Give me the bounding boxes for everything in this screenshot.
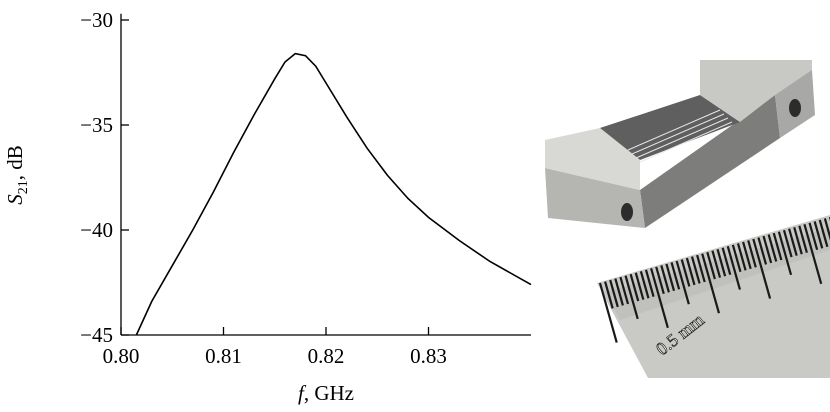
ruler-tick [767, 234, 778, 262]
ruler-tick [619, 276, 630, 305]
ruler-tick [680, 259, 691, 287]
ruler-tick [690, 256, 701, 284]
ruler-tick [701, 253, 721, 314]
ruler-tick [736, 243, 747, 271]
ruler-tick [762, 235, 773, 264]
sensor-lines [627, 109, 733, 163]
sensor-line [631, 113, 725, 155]
ruler-tick [660, 265, 670, 293]
sensor-line [627, 109, 721, 151]
ruler-tick [629, 273, 640, 302]
y-axis-label: S21, dB [3, 145, 31, 205]
ruler-tick [818, 219, 829, 248]
ruler-tick [798, 225, 808, 253]
ruler-tick [624, 275, 639, 320]
ruler-tick [823, 218, 830, 241]
ruler-tick [670, 262, 681, 290]
ruler-tick [742, 241, 752, 270]
block-end-top [700, 60, 812, 122]
block-left-top [545, 128, 640, 190]
y-tick-label: −30 [80, 8, 113, 32]
ruler-tick [711, 250, 722, 278]
ruler-tick [793, 226, 803, 255]
ruler-ticks [598, 217, 830, 343]
ruler-tick [716, 248, 727, 277]
ruler-tick [803, 224, 823, 285]
y-label-symbol: S [3, 194, 27, 205]
ruler-tick [655, 266, 665, 295]
x-tick-label: 0.80 [103, 344, 140, 368]
y-tick-label: −35 [80, 113, 113, 137]
ruler-tick [614, 278, 624, 306]
ruler-tick [609, 279, 619, 308]
curve [135, 52, 532, 336]
ruler-tick [639, 270, 650, 299]
x-axis-label: f, GHz [298, 381, 354, 405]
ruler-tick [808, 222, 819, 251]
ruler-tick [772, 232, 783, 261]
block-left-face [545, 168, 645, 228]
ruler-tick [731, 244, 742, 273]
ruler-tick [598, 282, 618, 343]
ruler-tick [782, 229, 793, 258]
block-sensor [600, 95, 740, 160]
ruler-tick [675, 260, 690, 305]
ruler-tick [644, 269, 655, 297]
ruler-tick [634, 272, 645, 300]
y-tick-label: −40 [80, 218, 113, 242]
block-hole [789, 99, 801, 117]
ruler-tick [685, 257, 696, 286]
block-hole [621, 203, 633, 221]
x-tick-label: 0.83 [410, 344, 447, 368]
x-tick-label: 0.81 [205, 344, 242, 368]
ruler-tick [813, 221, 824, 249]
ruler-tick [706, 251, 716, 280]
ruler-tick [788, 228, 798, 256]
x-tick-label: 0.82 [308, 344, 345, 368]
photo: 0.5 mm [530, 40, 830, 412]
ruler-tick [726, 246, 741, 290]
ruler-tick [650, 268, 669, 329]
block-front [640, 95, 780, 228]
ruler-tick [747, 240, 757, 268]
ruler-tick [665, 263, 676, 292]
y-tick-label: −45 [80, 323, 113, 347]
ruler-tick [604, 281, 614, 309]
x-label-symbol: f [298, 381, 307, 405]
ruler-tick [757, 237, 768, 265]
sensor-line [639, 121, 733, 163]
sensor-line [635, 117, 729, 159]
ruler-tick [721, 247, 732, 275]
ruler-tick [777, 231, 793, 276]
ruler-tick [696, 254, 706, 283]
y-label-unit: , dB [3, 145, 27, 180]
ruler-tick [752, 238, 772, 299]
x-label-unit: , GHz [304, 381, 354, 405]
y-label-subscript: 21 [16, 180, 31, 194]
